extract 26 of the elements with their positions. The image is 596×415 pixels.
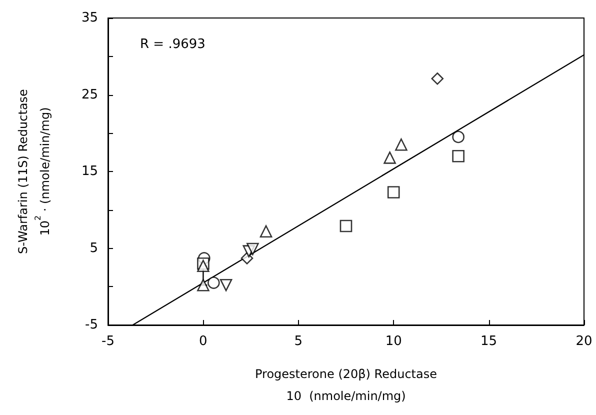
y-tick-label: 5 <box>90 240 98 256</box>
x-tick-label: 10 <box>385 334 402 349</box>
point <box>260 225 272 238</box>
point <box>452 130 464 144</box>
x-tick-label: 15 <box>480 334 498 349</box>
x-tick-label: 20 <box>576 334 592 349</box>
point <box>384 152 396 164</box>
point <box>340 220 352 232</box>
x-axis-title: Progesterone (20β) Reductase 10 (nmole/min/mg) <box>255 367 437 403</box>
x-tick-label: -5 <box>102 334 114 349</box>
y-tick-label: 35 <box>81 10 98 26</box>
point <box>197 278 210 292</box>
point <box>387 186 400 198</box>
y-tick-label: 15 <box>81 164 98 179</box>
point <box>452 150 464 162</box>
y-tick-label: 25 <box>81 87 98 102</box>
point <box>246 242 259 256</box>
point <box>220 278 232 292</box>
point <box>431 72 444 85</box>
point <box>208 276 220 289</box>
point <box>395 138 408 151</box>
y-tick-label: -5 <box>85 318 98 332</box>
x-tick-label: 5 <box>294 334 303 349</box>
x-tick-label: 0 <box>199 334 208 349</box>
point <box>197 260 210 272</box>
annotation: R = .9693 <box>140 37 206 52</box>
